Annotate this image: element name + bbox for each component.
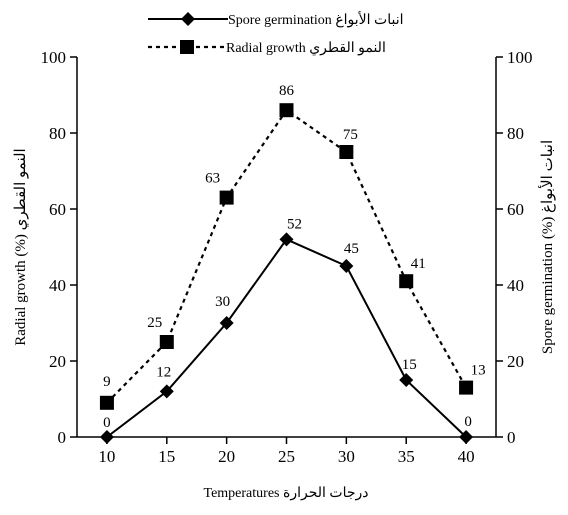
x-tick-label: 15	[158, 447, 175, 466]
data-label: 52	[287, 216, 302, 232]
left-y-tick-label: 40	[49, 276, 66, 295]
diamond-marker	[219, 316, 234, 330]
left-y-tick-label: 20	[49, 352, 66, 371]
x-tick-label: 40	[458, 447, 475, 466]
right-y-tick-label: 40	[507, 276, 524, 295]
square-marker	[219, 190, 234, 205]
legend-label-spore-germination: Spore germination انبات الأبواغ	[228, 10, 404, 28]
x-axis-title: Temperatures درجات الحرارة	[204, 486, 369, 501]
diamond-marker	[339, 259, 354, 273]
square-marker	[279, 103, 294, 118]
square-marker	[159, 335, 174, 349]
diamond-marker	[459, 430, 474, 444]
data-label: 0	[103, 415, 111, 431]
square-marker	[399, 274, 414, 289]
right-y-tick-label: 60	[507, 200, 524, 219]
data-label: 63	[205, 171, 220, 187]
legend-square-marker	[180, 40, 194, 54]
x-tick-label: 35	[398, 447, 415, 466]
left-y-tick-label: 0	[58, 428, 67, 447]
data-label: 45	[344, 241, 359, 257]
right-y-tick-label: 80	[507, 124, 524, 143]
data-label: 12	[156, 364, 171, 380]
series-layer: 0 12 30 52 45 15 0 9 25 63 86 75 41 13	[99, 83, 486, 444]
data-label: 75	[343, 127, 358, 143]
data-label: 13	[471, 363, 486, 379]
diamond-marker	[159, 384, 174, 399]
legend-item-radial-growth: Radial growth النمو القطري	[148, 40, 386, 56]
data-label: 9	[103, 374, 111, 390]
left-axis-title: Radial growth (%) النمو القطري	[13, 148, 29, 345]
left-y-tick-label: 60	[49, 200, 66, 219]
data-label: 30	[215, 294, 230, 310]
diamond-marker	[279, 232, 294, 247]
right-y-tick-label: 0	[507, 428, 516, 447]
legend: Spore germination انبات الأبواغ Radial g…	[148, 10, 404, 56]
left-y-tick-label: 80	[49, 124, 66, 143]
right-y-ticks: 0 20 40 60 80 100	[496, 48, 533, 447]
data-label: 86	[279, 83, 295, 99]
data-label: 41	[411, 256, 426, 272]
square-marker	[339, 145, 354, 159]
left-y-tick-label: 100	[41, 48, 67, 67]
legend-diamond-marker	[181, 12, 195, 26]
right-axis-title: Spore germination (%) انبات الأبواغ	[538, 140, 556, 354]
x-axis-ticks: 10 15 20 25 30 35 40	[98, 437, 475, 466]
right-y-tick-label: 100	[507, 48, 533, 67]
x-tick-label: 10	[98, 447, 115, 466]
square-marker	[459, 380, 474, 395]
data-label: 25	[147, 315, 162, 331]
diamond-marker	[399, 373, 414, 387]
series-radial-growth: 9 25 63 86 75 41 13	[99, 83, 486, 410]
left-y-ticks: 0 20 40 60 80 100	[41, 48, 77, 447]
x-tick-label: 30	[338, 447, 355, 466]
data-label: 0	[464, 414, 472, 430]
x-tick-label: 20	[218, 447, 235, 466]
x-tick-label: 25	[278, 447, 295, 466]
legend-item-spore-germination: Spore germination انبات الأبواغ	[148, 10, 404, 28]
data-label: 15	[402, 357, 417, 373]
series-spore-germination: 0 12 30 52 45 15 0	[99, 216, 474, 444]
legend-label-radial-growth: Radial growth النمو القطري	[226, 41, 386, 56]
diamond-marker	[99, 430, 114, 444]
right-y-tick-label: 20	[507, 352, 524, 371]
square-marker	[99, 395, 114, 410]
